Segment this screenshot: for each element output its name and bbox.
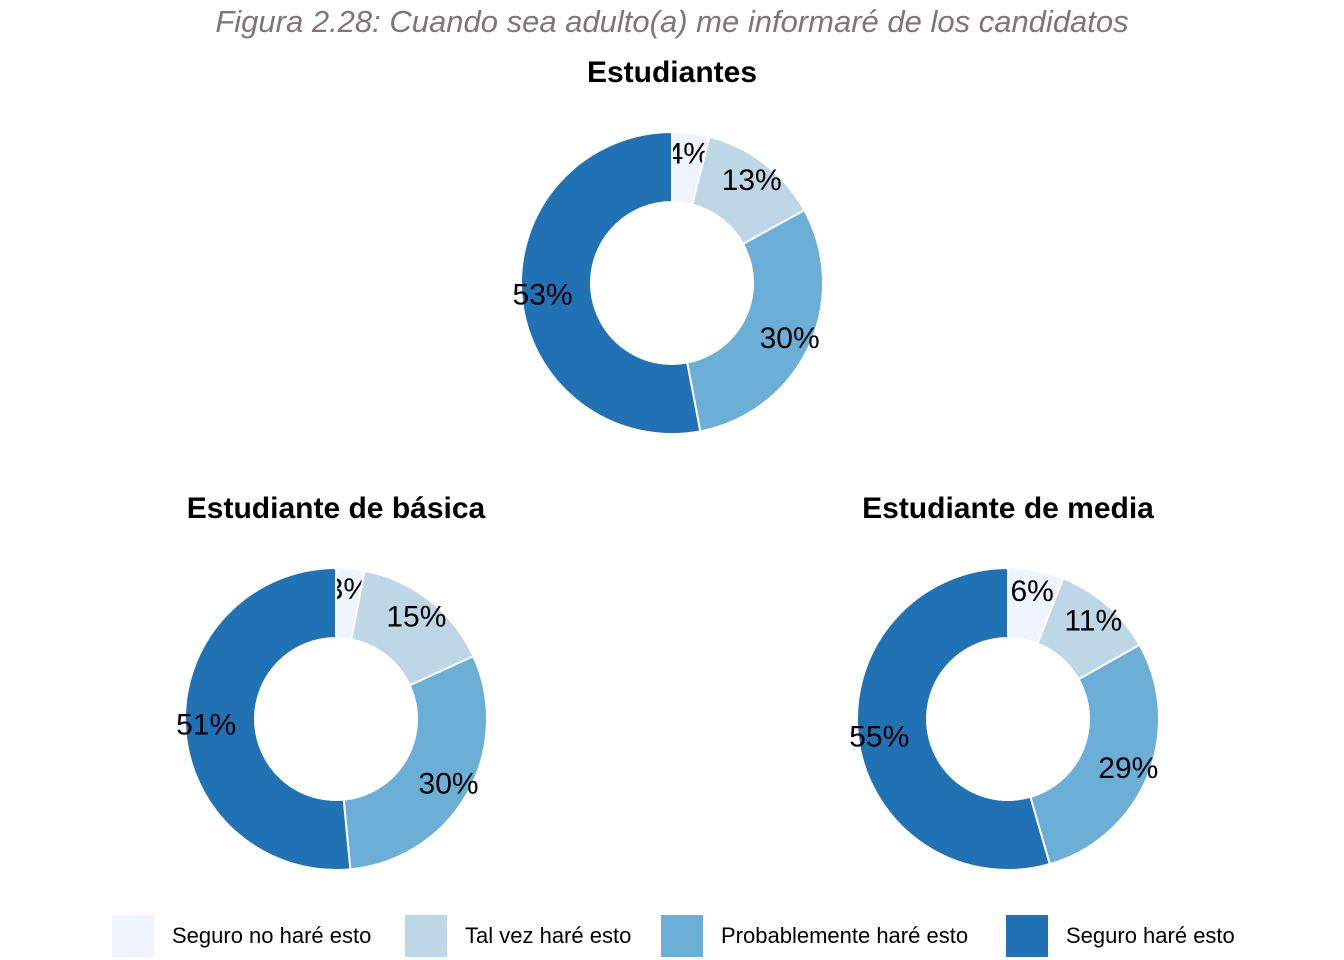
donut-slice	[342, 654, 488, 871]
legend-swatch	[112, 915, 154, 957]
slice-label: 30%	[419, 768, 479, 801]
slice-label: 15%	[386, 600, 446, 633]
slice-label: 30%	[760, 322, 820, 355]
legend: Seguro no haré esto Tal vez haré esto Pr…	[0, 915, 1344, 959]
donut-slice	[520, 130, 702, 435]
slice-label: 13%	[722, 164, 782, 197]
slice-label: 11%	[1064, 604, 1122, 637]
legend-item: Tal vez haré esto	[405, 915, 631, 957]
legend-swatch	[405, 915, 447, 957]
legend-label: Tal vez haré esto	[465, 923, 632, 948]
legend-item: Seguro no haré esto	[112, 915, 371, 957]
slice-label: 55%	[849, 721, 909, 754]
legend-label: Probablemente haré esto	[721, 923, 969, 948]
legend-label: Seguro no haré esto	[172, 923, 372, 948]
chart-title-media: Estudiante de media	[862, 492, 1154, 525]
chart-title-basica: Estudiante de básica	[186, 492, 486, 525]
legend-label: Seguro haré esto	[1066, 923, 1235, 948]
slice-label: 53%	[513, 279, 573, 312]
donut-slice	[686, 208, 824, 433]
donut-slice	[856, 566, 1051, 871]
donut-slice	[1029, 643, 1160, 866]
legend-item: Probablemente haré esto	[661, 915, 968, 957]
chart-title-estudiantes: Estudiantes	[586, 56, 758, 89]
legend-item: Seguro haré esto	[1006, 915, 1235, 957]
legend-swatch	[661, 915, 703, 957]
slice-label: 29%	[1098, 752, 1158, 785]
legend-swatch	[1006, 915, 1048, 957]
donut-slice	[184, 566, 352, 871]
figure-title: Figura 2.28: Cuando sea adulto(a) me inf…	[215, 4, 1129, 39]
slice-label: 51%	[176, 709, 236, 742]
slice-label: 6%	[1010, 575, 1053, 608]
